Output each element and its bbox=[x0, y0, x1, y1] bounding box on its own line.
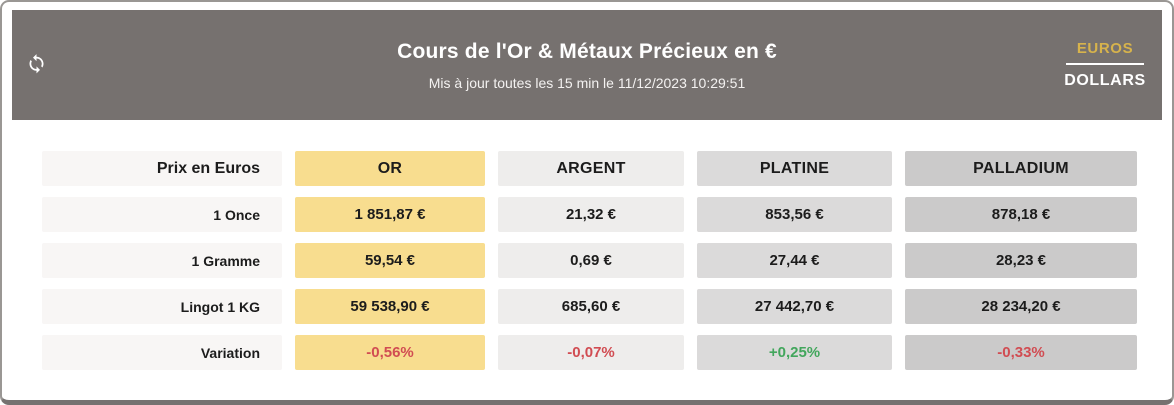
variation-platine: +0,25% bbox=[697, 335, 892, 370]
price-platine-lingot: 27 442,70 € bbox=[697, 289, 892, 324]
widget-header: Cours de l'Or & Métaux Précieux en € Mis… bbox=[12, 10, 1162, 120]
refresh-icon bbox=[29, 53, 43, 73]
column-header-argent: ARGENT bbox=[498, 151, 684, 186]
prices-table: Prix en Euros OR ARGENT PLATINE PALLADIU… bbox=[42, 151, 1137, 370]
column-header-or: OR bbox=[295, 151, 485, 186]
column-header-platine: PLATINE bbox=[697, 151, 892, 186]
price-platine-gramme: 27,44 € bbox=[697, 243, 892, 278]
price-argent-lingot: 685,60 € bbox=[498, 289, 684, 324]
price-argent-once: 21,32 € bbox=[498, 197, 684, 232]
variation-argent: -0,07% bbox=[498, 335, 684, 370]
price-platine-once: 853,56 € bbox=[697, 197, 892, 232]
currency-euros-button[interactable]: EUROS bbox=[1076, 40, 1134, 57]
price-or-lingot: 59 538,90 € bbox=[295, 289, 485, 324]
table-row-once: 1 Once 1 851,87 € 21,32 € 853,56 € 878,1… bbox=[42, 197, 1137, 232]
price-or-once: 1 851,87 € bbox=[295, 197, 485, 232]
table-row-lingot: Lingot 1 KG 59 538,90 € 685,60 € 27 442,… bbox=[42, 289, 1137, 324]
price-or-gramme: 59,54 € bbox=[295, 243, 485, 278]
currency-dollars-button[interactable]: DOLLARS bbox=[1064, 72, 1146, 89]
variation-palladium: -0,33% bbox=[905, 335, 1137, 370]
price-palladium-gramme: 28,23 € bbox=[905, 243, 1137, 278]
table-row-gramme: 1 Gramme 59,54 € 0,69 € 27,44 € 28,23 € bbox=[42, 243, 1137, 278]
refresh-button[interactable] bbox=[25, 52, 47, 74]
row-label: 1 Gramme bbox=[42, 243, 282, 278]
variation-or: -0,56% bbox=[295, 335, 485, 370]
table-row-variation: Variation -0,56% -0,07% +0,25% -0,33% bbox=[42, 335, 1137, 370]
currency-toggle-divider bbox=[1066, 63, 1144, 65]
currency-toggle: EUROS DOLLARS bbox=[1063, 40, 1147, 90]
table-header-row: Prix en Euros OR ARGENT PLATINE PALLADIU… bbox=[42, 151, 1137, 186]
row-label: Lingot 1 KG bbox=[42, 289, 282, 324]
price-argent-gramme: 0,69 € bbox=[498, 243, 684, 278]
row-label: 1 Once bbox=[42, 197, 282, 232]
update-status: Mis à jour toutes les 15 min le 11/12/20… bbox=[428, 74, 746, 91]
row-label: Variation bbox=[42, 335, 282, 370]
corner-label: Prix en Euros bbox=[42, 151, 282, 186]
price-palladium-once: 878,18 € bbox=[905, 197, 1137, 232]
page-title: Cours de l'Or & Métaux Précieux en € bbox=[397, 39, 777, 63]
column-header-palladium: PALLADIUM bbox=[905, 151, 1137, 186]
price-palladium-lingot: 28 234,20 € bbox=[905, 289, 1137, 324]
